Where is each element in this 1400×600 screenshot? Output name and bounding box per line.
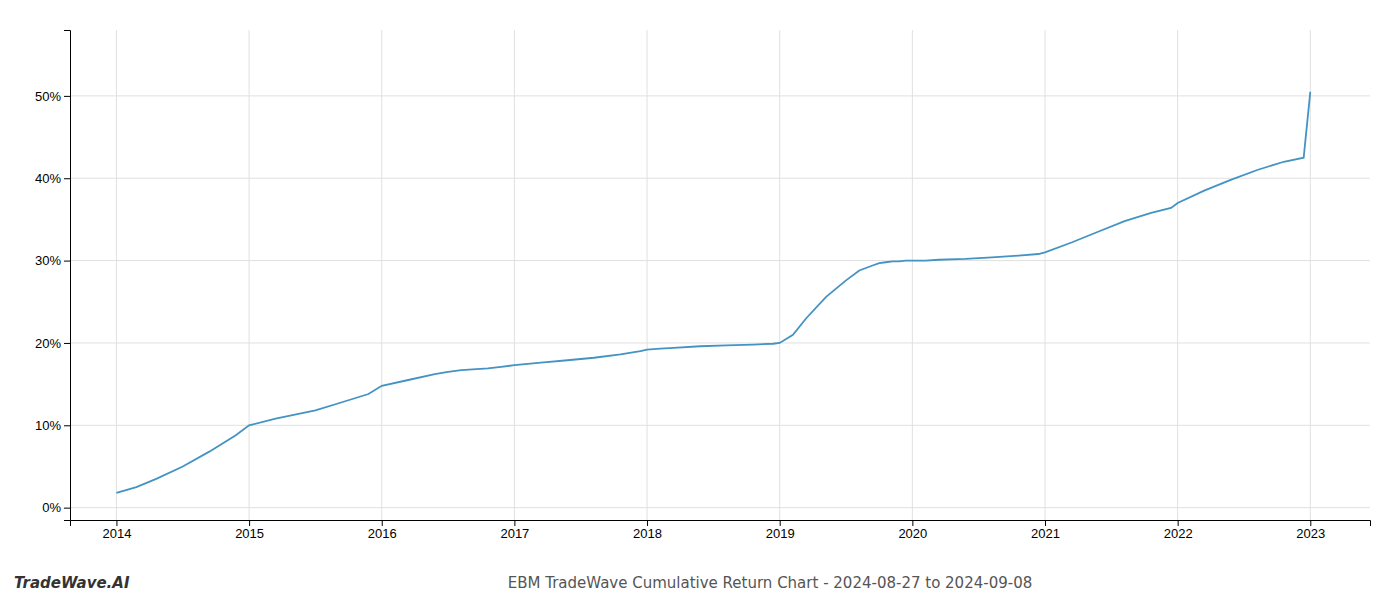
grid-line xyxy=(1177,30,1178,520)
grid-line xyxy=(381,30,382,520)
grid-line xyxy=(912,30,913,520)
title: EBM TradeWave Cumulative Return Chart - … xyxy=(508,574,1033,592)
tick-mark xyxy=(1310,520,1311,526)
marks xyxy=(116,92,1310,493)
tick: 2019 xyxy=(766,520,795,541)
tick: 2017 xyxy=(500,520,529,541)
tick-mark xyxy=(249,520,250,526)
tick-label: 30% xyxy=(35,253,61,268)
tick-mark xyxy=(514,520,515,526)
tick: 2018 xyxy=(633,520,662,541)
tick-label: 40% xyxy=(35,171,61,186)
tick-label: 0% xyxy=(42,500,61,515)
grid-line xyxy=(70,507,1370,508)
tick-label: 2020 xyxy=(898,526,927,541)
tick: 30% xyxy=(35,253,70,268)
line xyxy=(116,92,1310,493)
grid-line xyxy=(70,178,1370,179)
grid-line xyxy=(70,342,1370,343)
tick: 50% xyxy=(35,89,70,104)
tick-mark xyxy=(1045,520,1046,526)
tick-mark xyxy=(64,96,70,97)
tick-mark xyxy=(382,520,383,526)
grid-line xyxy=(116,30,117,520)
axis-line xyxy=(64,31,71,521)
tick: 2023 xyxy=(1296,520,1325,541)
axis-line xyxy=(71,521,1371,527)
tick-label: 20% xyxy=(35,336,61,351)
tick-mark xyxy=(912,520,913,526)
grid-line xyxy=(70,425,1370,426)
tick-mark xyxy=(64,508,70,509)
grid xyxy=(70,30,1370,520)
tick-mark xyxy=(647,520,648,526)
tick-mark xyxy=(780,520,781,526)
tick: 2016 xyxy=(368,520,397,541)
grid-line xyxy=(647,30,648,520)
tick: 2022 xyxy=(1164,520,1193,541)
tick: 0% xyxy=(42,500,70,515)
watermark: TradeWave.AI xyxy=(14,574,130,592)
tick: 40% xyxy=(35,171,70,186)
tick-label: 2023 xyxy=(1296,526,1325,541)
tick-label: 2015 xyxy=(235,526,264,541)
tick: 2021 xyxy=(1031,520,1060,541)
tick-label: 2018 xyxy=(633,526,662,541)
tick-label: 2017 xyxy=(500,526,529,541)
tick-label: 2014 xyxy=(102,526,131,541)
tick-label: 2021 xyxy=(1031,526,1060,541)
tick: 2014 xyxy=(102,520,131,541)
y-axis: 0% 10% 20% 30% 40% 50% xyxy=(35,31,71,521)
grid-line xyxy=(249,30,250,520)
grid-line xyxy=(1045,30,1046,520)
tick-label: 2022 xyxy=(1164,526,1193,541)
tick: 10% xyxy=(35,418,70,433)
tick-mark xyxy=(64,178,70,179)
tick: 2020 xyxy=(898,520,927,541)
tick-mark xyxy=(1178,520,1179,526)
plot: 2014 2015 2016 2017 2018 2019 2020 2021 2022 2023… xyxy=(35,30,1371,541)
tick-label: 2019 xyxy=(766,526,795,541)
grid-line xyxy=(70,95,1370,96)
grid-line xyxy=(70,260,1370,261)
tick: 20% xyxy=(35,336,70,351)
tick-label: 10% xyxy=(35,418,61,433)
tick-label: 50% xyxy=(35,89,61,104)
tick-mark xyxy=(64,343,70,344)
tick-mark xyxy=(64,425,70,426)
grid-line xyxy=(779,30,780,520)
tick-label: 2016 xyxy=(368,526,397,541)
x-axis: 2014 2015 2016 2017 2018 2019 2020 2021 2022 2023 xyxy=(71,520,1371,541)
tick-mark xyxy=(64,261,70,262)
grid-line xyxy=(514,30,515,520)
tick-mark xyxy=(116,520,117,526)
tick: 2015 xyxy=(235,520,264,541)
chart: 2014 2015 2016 2017 2018 2019 2020 2021 2022 2023… xyxy=(0,0,1400,600)
